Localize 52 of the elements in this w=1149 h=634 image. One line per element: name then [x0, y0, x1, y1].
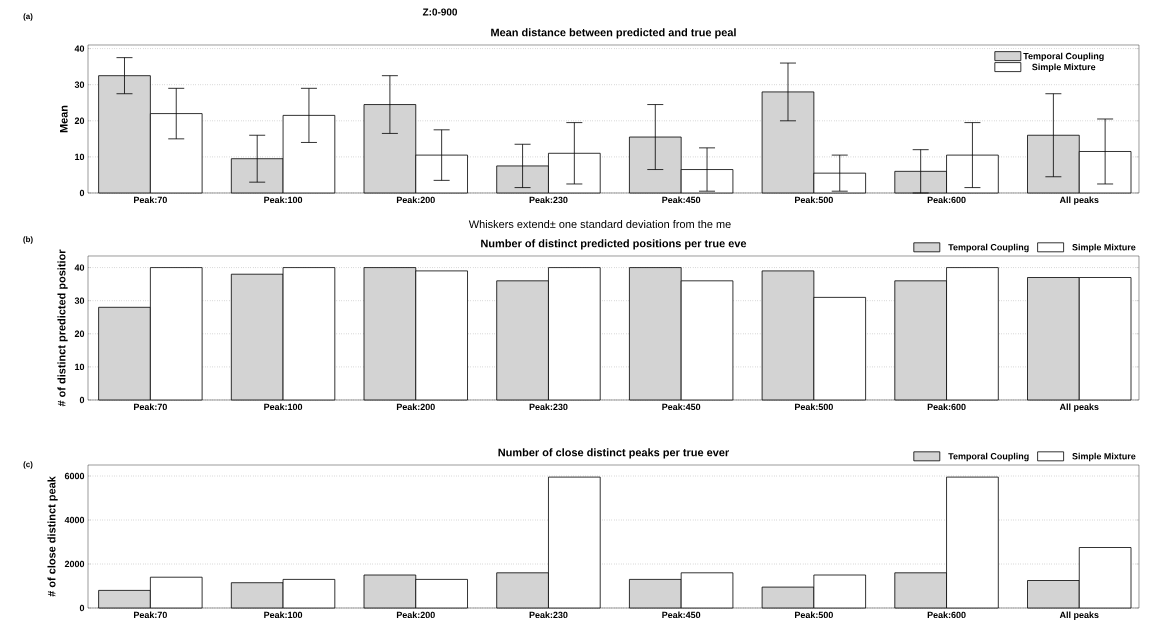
chart-title: Number of distinct predicted positions per true eve	[481, 239, 747, 250]
chart-title: Mean distance between predicted and true peal	[491, 28, 736, 39]
y-tick-label: 10	[75, 153, 85, 161]
x-tick-label: Peak:100	[264, 196, 303, 204]
x-tick-label: Peak:230	[529, 611, 568, 619]
x-tick-label: All peaks	[1059, 196, 1099, 205]
y-tick-label: 0	[79, 396, 85, 404]
x-tick-label: Peak:450	[662, 611, 701, 619]
x-tick-label: Peak:200	[396, 611, 435, 619]
x-tick-label: Peak:500	[795, 611, 833, 619]
y-tick-label: 30	[74, 81, 85, 88]
y-axis-title: # of close distinct peak	[47, 476, 58, 597]
text: Whiskers extend± one standard deviation from the me	[468, 219, 731, 229]
y-tick-label: 40	[74, 45, 85, 52]
legend-label: Temporal Coupling	[948, 452, 1029, 462]
legend-label: Simple Mixture	[1072, 243, 1136, 253]
x-tick-label: Peak:70	[134, 611, 167, 619]
y-tick-label: 4000	[64, 516, 85, 524]
x-tick-label: Peak:230	[529, 196, 568, 204]
x-tick-label: Peak:500	[795, 196, 833, 204]
x-tick-label: Peak:200	[396, 403, 435, 411]
legend-label: Temporal Coupling	[1023, 52, 1104, 62]
x-tick-label: Peak:500	[795, 403, 833, 411]
y-tick-label: 40	[74, 264, 85, 271]
y-tick-label: 6000	[64, 472, 85, 480]
x-tick-label: Peak:70	[134, 196, 167, 204]
y-tick-label: 20	[74, 330, 85, 337]
text: Z:0-900	[422, 8, 458, 16]
x-tick-label: Peak:450	[662, 196, 701, 204]
y-tick-label: 0	[79, 189, 85, 197]
x-tick-label: Peak:230	[529, 403, 568, 411]
x-tick-label: Peak:450	[662, 403, 701, 411]
x-tick-label: Peak:100	[264, 403, 303, 411]
x-tick-label: Peak:600	[927, 196, 966, 204]
x-tick-label: All peaks	[1059, 403, 1099, 412]
y-axis-title: # of distinct predicted positior	[57, 249, 68, 407]
chart-title: Number of close distinct peaks per true ever	[498, 448, 730, 459]
legend-label: Temporal Coupling	[948, 243, 1029, 253]
y-tick-label: 0	[79, 604, 85, 612]
legend-label: Simple Mixture	[1072, 452, 1136, 462]
y-tick-label: 10	[75, 363, 85, 371]
legend-label: Simple Mixture	[1032, 63, 1096, 72]
x-tick-label: Peak:100	[264, 611, 303, 619]
x-tick-label: All peaks	[1059, 611, 1099, 620]
x-tick-label: Peak:200	[396, 196, 435, 204]
x-tick-label: Peak:600	[927, 611, 966, 619]
y-tick-label: 30	[74, 297, 85, 304]
x-tick-label: Peak:600	[927, 403, 966, 411]
y-tick-label: 20	[74, 117, 85, 124]
y-axis-title: Mean	[60, 105, 68, 133]
y-tick-label: 2000	[64, 560, 85, 568]
x-tick-label: Peak:70	[134, 403, 167, 411]
